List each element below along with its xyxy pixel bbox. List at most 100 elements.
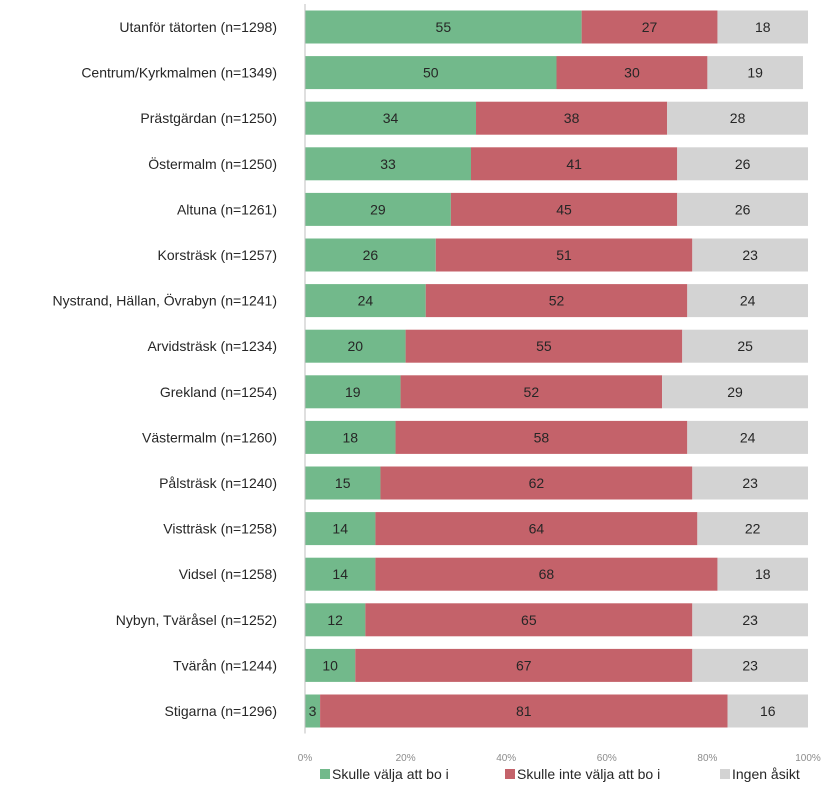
legend-swatch	[505, 769, 515, 779]
value-label: 30	[624, 65, 640, 81]
value-label: 67	[516, 657, 532, 673]
category-label: Pålsträsk (n=1240)	[159, 475, 277, 491]
bar-segment-2	[355, 648, 693, 682]
bar-segment-1	[305, 375, 401, 409]
x-tick-label: 0%	[298, 753, 313, 764]
bar-segment-3	[727, 694, 808, 728]
value-label: 12	[327, 612, 343, 628]
category-label: Utanför tätorten (n=1298)	[119, 19, 277, 35]
value-label: 29	[727, 384, 743, 400]
bar-segment-1	[305, 238, 436, 272]
bar-segment-1	[305, 101, 477, 135]
value-label: 29	[370, 201, 386, 217]
bar-segment-1	[305, 147, 471, 181]
value-label: 28	[730, 110, 746, 126]
bar-segment-3	[682, 329, 808, 363]
category-label: Arvidsträsk (n=1234)	[147, 338, 277, 354]
bar-segment-3	[677, 192, 808, 226]
bar-segment-2	[400, 375, 663, 409]
bar-segment-2	[365, 603, 693, 637]
category-label: Grekland (n=1254)	[160, 384, 277, 400]
value-label: 26	[735, 201, 751, 217]
bar-segment-3	[687, 284, 808, 318]
x-tick-labels: 0% 20% 40% 60% 80% 100%	[298, 753, 821, 764]
value-label: 52	[549, 293, 565, 309]
value-label: 14	[332, 521, 348, 537]
category-label: Nystrand, Hällan, Övrabyn (n=1241)	[53, 292, 278, 309]
category-label: Östermalm (n=1250)	[148, 155, 277, 172]
value-label: 18	[342, 429, 358, 445]
bar-segment-2	[375, 557, 718, 591]
legend-label: Skulle välja att bo i	[332, 766, 449, 782]
category-label: Nybyn, Tväråsel (n=1252)	[116, 612, 277, 628]
value-label: 20	[348, 338, 364, 354]
category-label: Prästgärdan (n=1250)	[140, 110, 277, 126]
bar-segment-2	[581, 10, 718, 44]
bar-segment-1	[305, 603, 366, 637]
value-label: 23	[742, 475, 758, 491]
bar-segment-2	[470, 147, 678, 181]
bar-segment-2	[375, 512, 698, 546]
value-label: 50	[423, 65, 439, 81]
bar-segment-3	[692, 238, 808, 272]
value-label: 45	[556, 201, 572, 217]
value-label: 41	[566, 156, 582, 172]
category-label: Centrum/Kyrkmalmen (n=1349)	[81, 65, 277, 81]
value-label: 19	[747, 65, 763, 81]
value-label: 26	[735, 156, 751, 172]
value-label: 55	[536, 338, 552, 354]
legend: Skulle välja att bo i Skulle inte välja a…	[320, 766, 800, 782]
bar-segment-2	[476, 101, 668, 135]
category-label: Vidsel (n=1258)	[179, 566, 277, 582]
bar-segment-2	[425, 284, 688, 318]
value-label: 23	[742, 657, 758, 673]
value-label: 10	[322, 657, 338, 673]
bar-segment-2	[395, 420, 688, 454]
value-label: 24	[358, 293, 374, 309]
value-label: 18	[755, 19, 771, 35]
value-label: 25	[737, 338, 753, 354]
bar-segment-2	[320, 694, 728, 728]
legend-swatch	[320, 769, 330, 779]
value-label: 19	[345, 384, 361, 400]
bar-segment-3	[717, 10, 808, 44]
x-tick-label: 100%	[795, 753, 821, 764]
bar-segment-3	[692, 603, 808, 637]
bar-segment-3	[692, 466, 808, 500]
bar-segment-2	[380, 466, 693, 500]
value-label: 64	[529, 521, 545, 537]
value-label: 51	[556, 247, 572, 263]
value-label: 34	[383, 110, 399, 126]
x-tick-label: 20%	[396, 753, 416, 764]
bar-segment-1	[305, 56, 557, 90]
bar-segment-3	[697, 512, 808, 546]
value-label: 3	[309, 703, 317, 719]
bar-segment-3	[692, 648, 808, 682]
category-label: Korsträsk (n=1257)	[158, 247, 277, 263]
value-label: 38	[564, 110, 580, 126]
x-tick-label: 60%	[597, 753, 617, 764]
bar-segment-1	[305, 10, 582, 44]
bars	[305, 10, 808, 728]
bar-segment-3	[662, 375, 808, 409]
bar-segment-2	[450, 192, 678, 226]
value-labels: 55 27 18 50 30 19 34 38 28 33 41 26 29 45 26 26 51 23 24 52…	[309, 19, 776, 719]
value-label: 23	[742, 247, 758, 263]
category-label: Västermalm (n=1260)	[142, 429, 277, 445]
value-label: 27	[642, 19, 658, 35]
legend-label: Skulle inte välja att bo i	[517, 766, 660, 782]
x-tick-label: 80%	[697, 753, 717, 764]
category-label: Tvärån (n=1244)	[173, 657, 277, 673]
value-label: 52	[524, 384, 540, 400]
value-label: 18	[755, 566, 771, 582]
bar-segment-1	[305, 694, 321, 728]
legend-label: Ingen åsikt	[732, 766, 800, 782]
value-label: 16	[760, 703, 776, 719]
legend-swatch	[720, 769, 730, 779]
value-label: 15	[335, 475, 351, 491]
value-label: 62	[529, 475, 545, 491]
value-label: 81	[516, 703, 532, 719]
bar-segment-3	[677, 147, 808, 181]
bar-segment-1	[305, 557, 376, 591]
